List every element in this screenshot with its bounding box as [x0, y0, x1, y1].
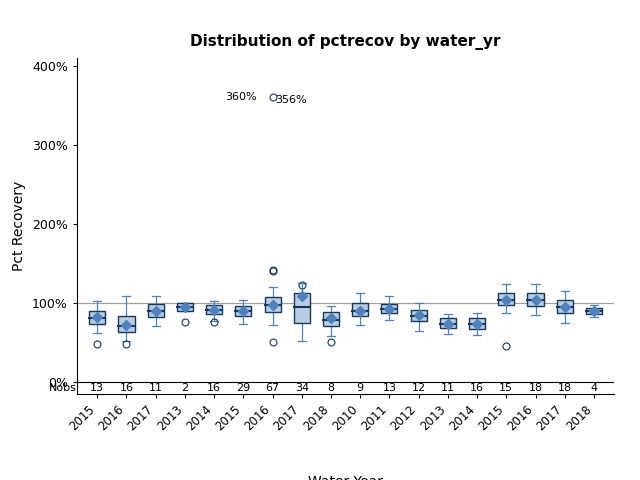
Text: 11: 11	[441, 383, 455, 393]
Y-axis label: Pct Recovery: Pct Recovery	[12, 180, 26, 271]
Bar	[586, 308, 602, 314]
Text: 13: 13	[90, 383, 104, 393]
Text: 360%: 360%	[225, 92, 257, 102]
Text: 2: 2	[181, 383, 188, 393]
Bar	[499, 293, 515, 305]
Bar	[440, 319, 456, 328]
Text: 13: 13	[383, 383, 396, 393]
Bar	[411, 310, 427, 321]
Text: 12: 12	[412, 383, 426, 393]
Bar	[148, 304, 164, 317]
Text: 67: 67	[266, 383, 280, 393]
Bar	[118, 316, 134, 332]
Text: 356%: 356%	[275, 96, 307, 105]
Text: 16: 16	[470, 383, 484, 393]
Text: 18: 18	[529, 383, 543, 393]
Text: 34: 34	[294, 383, 309, 393]
Bar	[177, 303, 193, 311]
Bar	[264, 297, 280, 312]
Text: 18: 18	[557, 383, 572, 393]
Text: 11: 11	[148, 383, 163, 393]
Bar	[527, 293, 543, 306]
Bar	[557, 300, 573, 313]
Text: 29: 29	[236, 383, 250, 393]
Text: 16: 16	[120, 383, 134, 393]
Bar	[352, 303, 368, 316]
Text: 8: 8	[328, 383, 335, 393]
Bar	[469, 319, 485, 329]
Bar	[323, 312, 339, 325]
Text: Nobs: Nobs	[49, 383, 77, 393]
Bar	[206, 305, 222, 314]
Text: 4: 4	[590, 383, 598, 393]
Text: 9: 9	[356, 383, 364, 393]
Bar	[381, 304, 397, 313]
Bar	[89, 311, 106, 324]
Bar	[294, 293, 310, 323]
Text: 15: 15	[499, 383, 513, 393]
Text: 16: 16	[207, 383, 221, 393]
Bar	[236, 306, 252, 316]
X-axis label: Water Year: Water Year	[308, 475, 383, 480]
Title: Distribution of pctrecov by water_yr: Distribution of pctrecov by water_yr	[190, 35, 501, 50]
